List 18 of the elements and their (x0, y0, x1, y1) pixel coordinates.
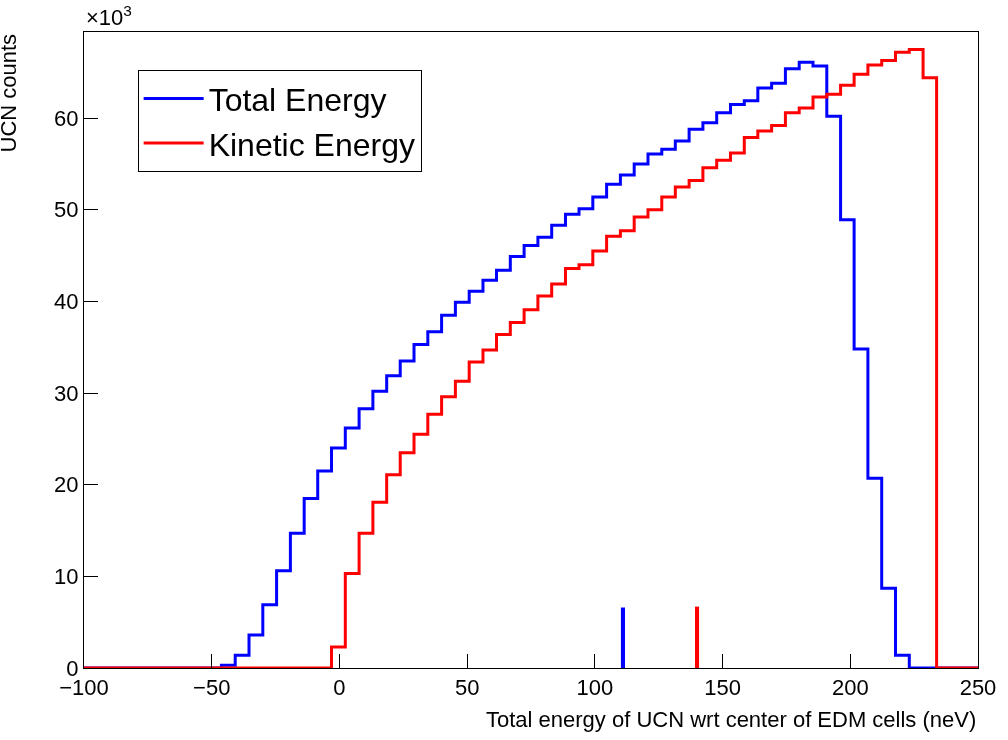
y-tick-label: 40 (54, 289, 79, 315)
x-tick-label: 0 (333, 675, 346, 701)
x-tick-label: 200 (831, 675, 869, 701)
x-tick-label: 50 (454, 675, 480, 701)
x-tick-label: 100 (576, 675, 614, 701)
y-tick-label: 50 (54, 197, 79, 223)
legend-label: Total Energy (208, 81, 387, 118)
legend-label: Kinetic Energy (208, 126, 415, 163)
x-tick-label: 150 (704, 675, 741, 701)
x-axis-title: Total energy of UCN wrt center of EDM cells (neV) (486, 707, 977, 732)
y-tick-label: 60 (54, 105, 79, 131)
x-tick-label: −50 (193, 675, 231, 701)
x-tick-label: 250 (959, 675, 997, 701)
text: ×10$^{3}$ (86, 2, 132, 31)
y-tick-label: 20 (54, 472, 79, 498)
y-tick-label: 30 (54, 380, 79, 406)
y-axis-title: UCN counts (0, 33, 21, 153)
y-tick-label: 10 (54, 564, 79, 590)
